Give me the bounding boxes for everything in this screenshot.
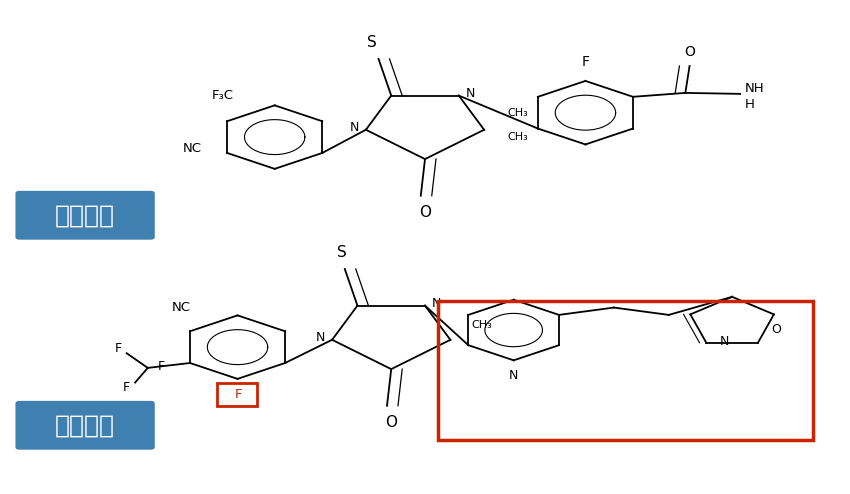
Text: N: N [432, 297, 441, 310]
Text: CH₃: CH₃ [507, 132, 529, 142]
Text: NC: NC [172, 301, 191, 314]
Text: NH: NH [745, 82, 764, 94]
Text: F: F [581, 55, 589, 69]
Text: O: O [419, 205, 431, 219]
Text: N: N [349, 121, 360, 134]
Text: F: F [115, 342, 122, 355]
Text: H: H [745, 98, 754, 111]
Text: O: O [385, 414, 397, 430]
Text: F: F [157, 360, 165, 373]
Text: O: O [772, 323, 781, 336]
Text: O: O [684, 44, 695, 59]
Text: N: N [509, 369, 518, 382]
Text: 普克鲁胺: 普克鲁胺 [55, 413, 115, 437]
Text: F: F [235, 388, 242, 401]
FancyBboxPatch shape [15, 191, 155, 240]
Text: CH₃: CH₃ [507, 108, 529, 118]
Text: N: N [466, 86, 475, 100]
Text: 恩扎卢胺: 恩扎卢胺 [55, 203, 115, 227]
FancyBboxPatch shape [15, 401, 155, 450]
Text: N: N [316, 331, 326, 344]
Text: F: F [123, 381, 130, 394]
Text: CH₃: CH₃ [472, 320, 492, 330]
Text: F₃C: F₃C [212, 89, 234, 102]
Bar [218, 383, 257, 406]
Text: NC: NC [183, 142, 201, 155]
Text: N: N [720, 335, 729, 348]
Text: S: S [367, 35, 377, 50]
Bar [438, 301, 813, 440]
Text: S: S [337, 245, 347, 260]
